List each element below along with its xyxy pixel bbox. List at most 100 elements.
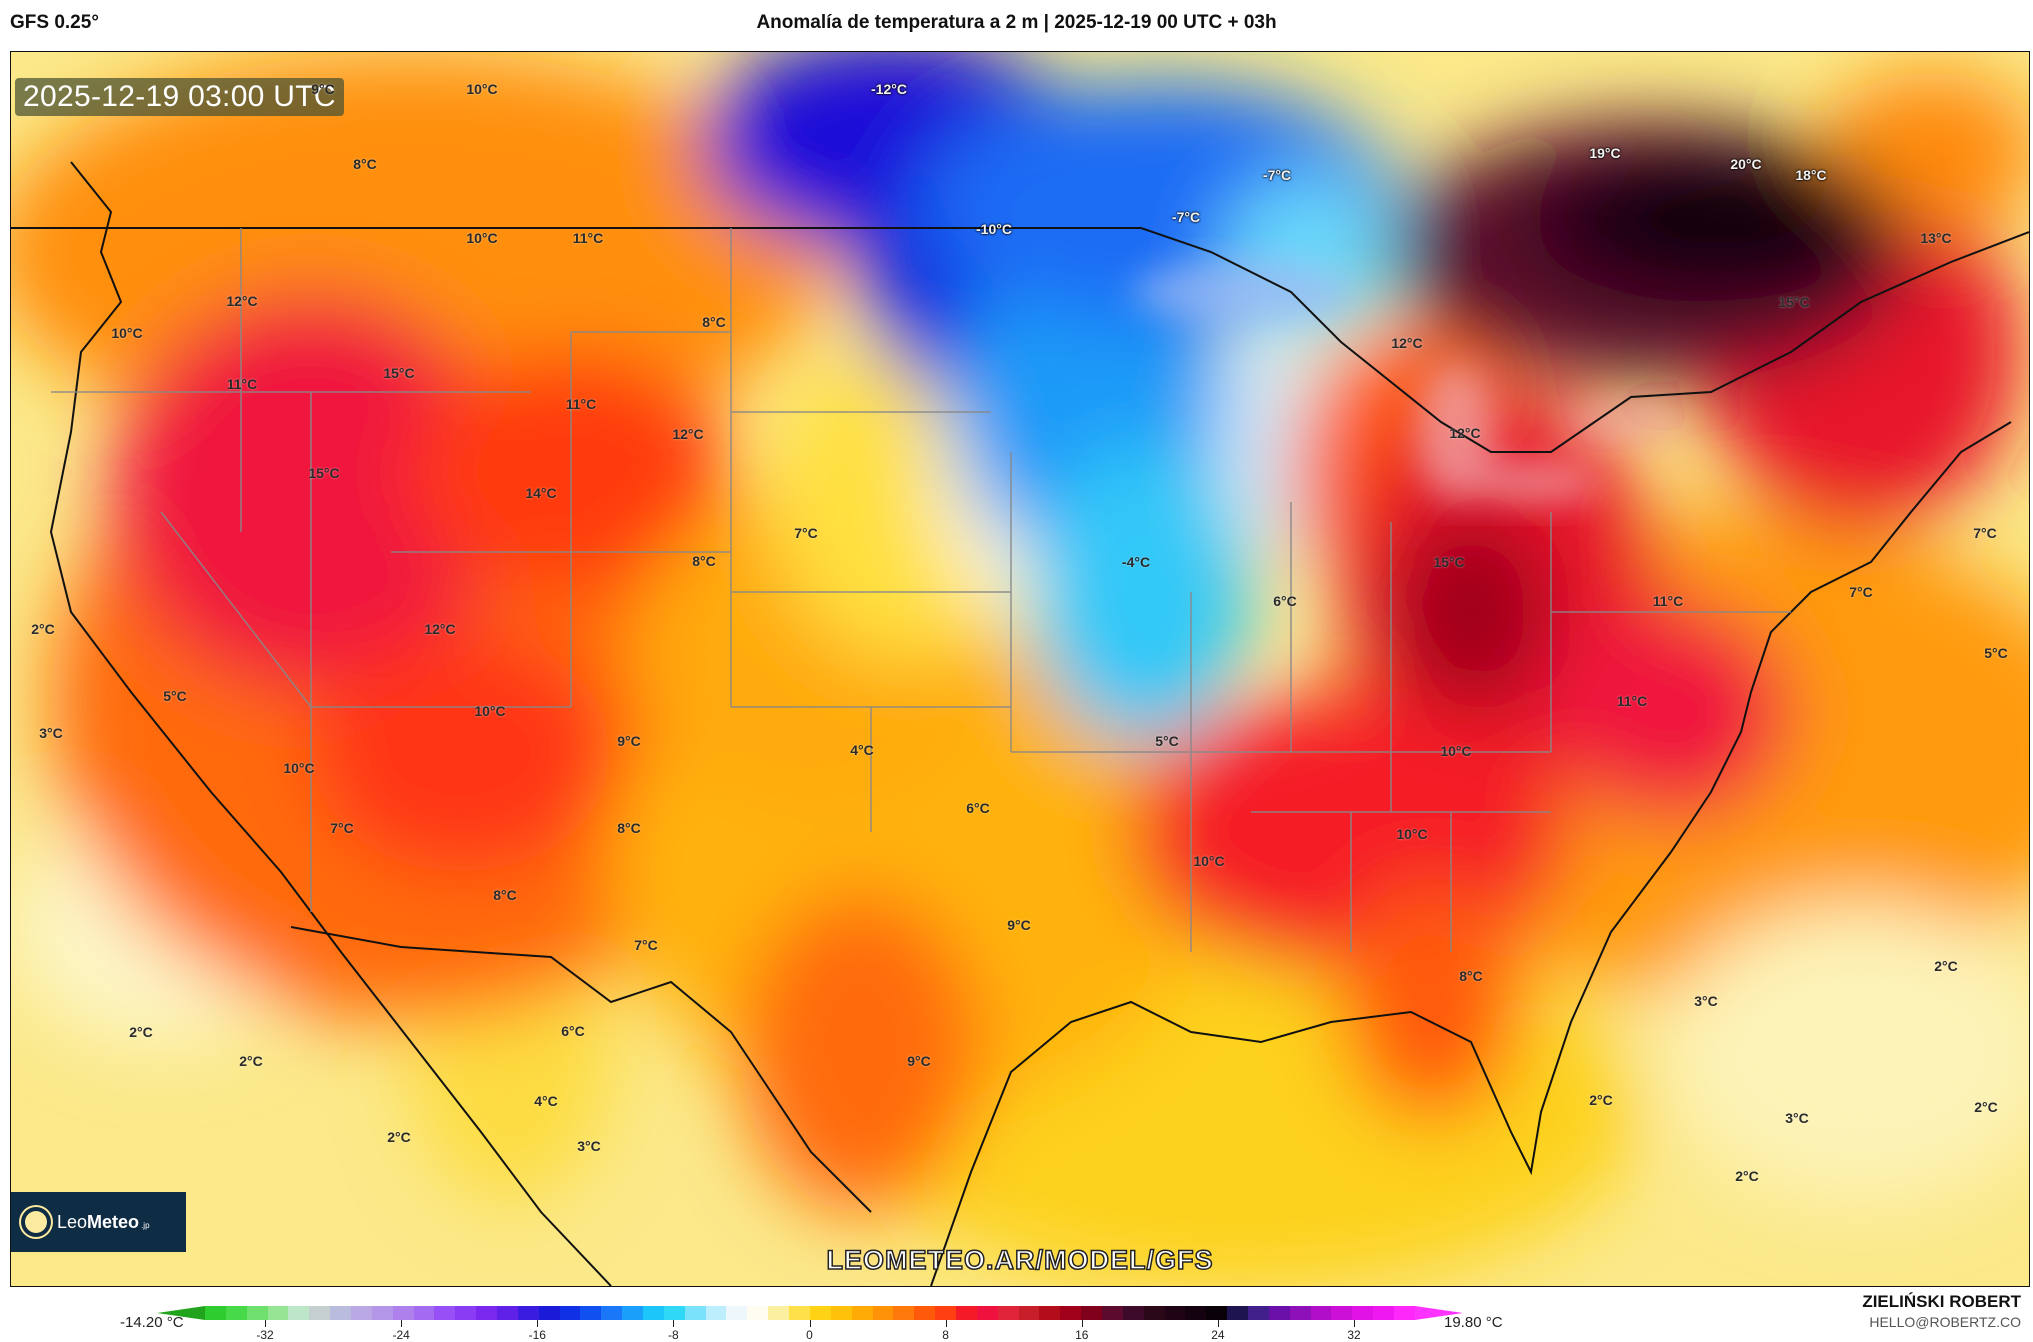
temperature-label: 15°C (308, 465, 340, 481)
temperature-label: 2°C (1589, 1092, 1613, 1108)
colorbar-swatch (1060, 1306, 1082, 1320)
colorbar-swatch (1018, 1306, 1040, 1320)
temperature-label: 2°C (1735, 1168, 1759, 1184)
temperature-label: 7°C (634, 937, 658, 953)
logo-text-domain: .jp (141, 1220, 150, 1230)
temperature-label: 12°C (672, 426, 704, 442)
colorbar-swatch (371, 1306, 393, 1320)
colorbar-swatch (1247, 1306, 1269, 1320)
valid-time-badge: 2025-12-19 03:00 UTC (15, 78, 344, 116)
colorbar-swatch (392, 1306, 414, 1320)
colorbar-swatch (1143, 1306, 1165, 1320)
temperature-label: 8°C (692, 553, 716, 569)
colorbar-arrow-left (157, 1306, 205, 1320)
colorbar-swatch (768, 1306, 790, 1320)
author-credit: ZIELIŃSKI ROBERT HELLO@ROBERTZ.CO (1862, 1292, 2021, 1330)
temperature-label: 11°C (1652, 593, 1684, 609)
model-label: GFS 0.25° (10, 12, 99, 33)
colorbar-swatch (1206, 1306, 1228, 1320)
colorbar-swatch (830, 1306, 852, 1320)
temperature-label: 7°C (1849, 584, 1873, 600)
colorbar-swatch (538, 1306, 560, 1320)
temperature-label: 7°C (330, 820, 354, 836)
colorbar-swatch (267, 1306, 289, 1320)
temperature-label: 10°C (1396, 826, 1428, 842)
colorbar-swatch (1352, 1306, 1374, 1320)
temperature-label: 12°C (1449, 425, 1481, 441)
colorbar-swatch (1122, 1306, 1144, 1320)
temperature-label: 11°C (226, 376, 258, 392)
temperature-label: 9°C (907, 1053, 931, 1069)
temperature-label: 2°C (1934, 958, 1958, 974)
temperature-label: 8°C (1459, 968, 1483, 984)
author-email[interactable]: HELLO@ROBERTZ.CO (1869, 1314, 2021, 1330)
colorbar-swatch (476, 1306, 498, 1320)
leometeo-logo[interactable]: Leo Meteo .jp (11, 1192, 186, 1252)
colorbar-swatch (914, 1306, 936, 1320)
colorbar-swatch (976, 1306, 998, 1320)
sun-icon (25, 1211, 47, 1233)
colorbar-swatch (1039, 1306, 1061, 1320)
colorbar-arrow-right (1415, 1306, 1463, 1320)
temperature-label: -7°C (1171, 209, 1201, 225)
temperature-label: 10°C (466, 230, 498, 246)
colorbar-swatch (1393, 1306, 1415, 1320)
temperature-label: 5°C (1984, 645, 2008, 661)
temperature-label: 20°C (1730, 156, 1762, 172)
temperature-label: 15°C (1433, 554, 1465, 570)
temperature-label: 8°C (353, 156, 377, 172)
colorbar-swatch (1227, 1306, 1248, 1320)
temperature-label: 11°C (572, 230, 604, 246)
colorbar-tick (673, 1320, 675, 1327)
temperature-label: 3°C (39, 725, 63, 741)
colorbar-swatch (580, 1306, 602, 1320)
temperature-label: -4°C (1121, 554, 1151, 570)
colorbar-tick-label: 24 (1211, 1328, 1225, 1342)
colorbar-swatch (330, 1306, 352, 1320)
temperature-label: 3°C (577, 1138, 601, 1154)
colorbar-tick (537, 1320, 539, 1327)
colorbar-swatch (1310, 1306, 1332, 1320)
colorbar-swatch (643, 1306, 664, 1320)
temperature-label: 13°C (1920, 230, 1952, 246)
colorbar-swatch (497, 1306, 518, 1320)
colorbar-swatch (809, 1306, 831, 1320)
temperature-label: 15°C (1778, 294, 1810, 310)
temperature-label: 6°C (966, 800, 990, 816)
temperature-label: -10°C (976, 221, 1012, 237)
temperature-anomaly-map[interactable]: 2025-12-19 03:00 UTC 9°C 10°C 8°C -12°C -10°… (10, 51, 2030, 1287)
colorbar-swatch (559, 1306, 581, 1320)
colorbar-swatch (1373, 1306, 1394, 1320)
temperature-label: -12°C (871, 81, 907, 97)
colorbar-swatch (309, 1306, 331, 1320)
temperature-label: 10°C (474, 703, 506, 719)
temperature-label: 7°C (794, 525, 818, 541)
temperature-label: 2°C (129, 1024, 153, 1040)
colorbar-swatch (872, 1306, 894, 1320)
colorbar-tick-label: 16 (1075, 1328, 1089, 1342)
temperature-label: 2°C (31, 621, 55, 637)
colorbar-tick (1217, 1320, 1219, 1327)
colorbar-swatch (413, 1306, 435, 1320)
colorbar-swatch (997, 1306, 1019, 1320)
colorbar-swatch (225, 1306, 247, 1320)
colorbar-tick (809, 1320, 811, 1327)
colorbar-swatch (684, 1306, 706, 1320)
colorbar-tick (401, 1320, 403, 1327)
temperature-label: 8°C (702, 314, 726, 330)
author-name: ZIELIŃSKI ROBERT (1862, 1292, 2021, 1311)
colorbar-swatch (351, 1306, 372, 1320)
colorbar-tick-label: -16 (528, 1328, 546, 1342)
colorbar-swatch (288, 1306, 310, 1320)
temperature-label: 9°C (1007, 917, 1031, 933)
colorbar-swatch (663, 1306, 685, 1320)
colorbar-swatch (747, 1306, 769, 1320)
temperature-label: 14°C (525, 485, 557, 501)
colorbar-swatch (455, 1306, 477, 1320)
logo-text-leo: Leo (57, 1211, 88, 1232)
colorbar-swatch (726, 1306, 748, 1320)
colorbar-tick (1354, 1320, 1355, 1327)
temperature-label: 18°C (1795, 167, 1827, 183)
colorbar-swatch (1185, 1306, 1207, 1320)
colorbar-swatch (601, 1306, 623, 1320)
